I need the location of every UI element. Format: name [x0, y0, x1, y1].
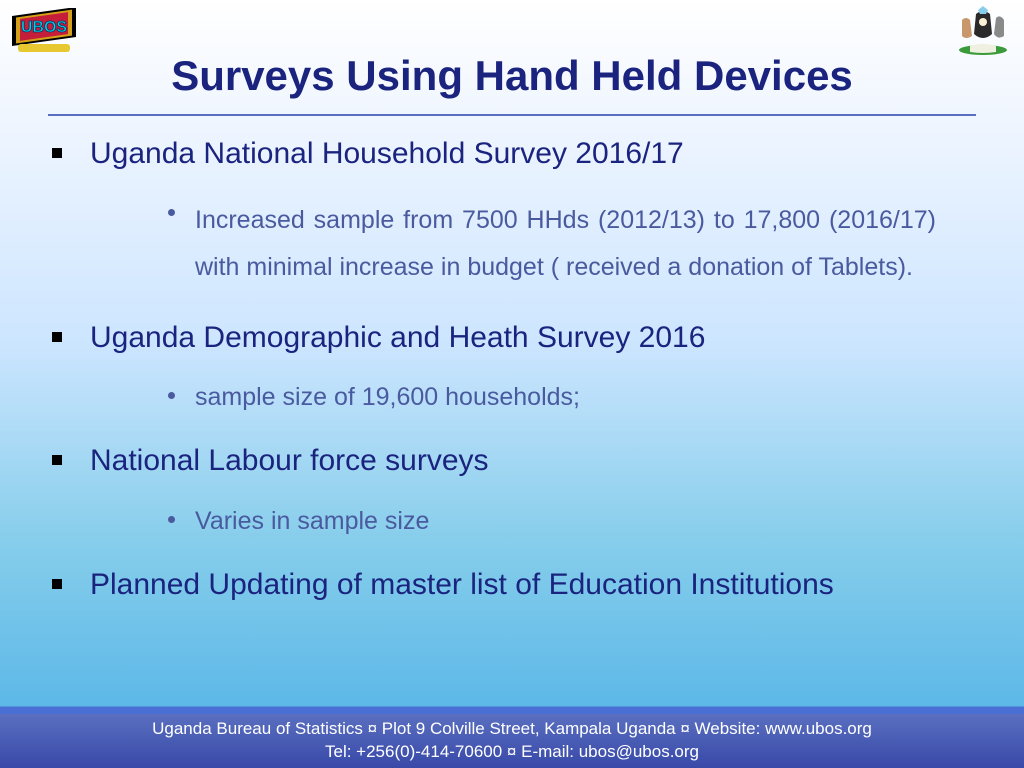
dot-bullet-icon	[168, 209, 175, 216]
list-item: Planned Updating of master list of Educa…	[48, 565, 976, 606]
footer-bar: Uganda Bureau of Statistics ¤ Plot 9 Col…	[0, 714, 1024, 768]
sub-list-item: Increased sample from 7500 HHds (2012/13…	[168, 197, 936, 292]
item-label: Uganda Demographic and Heath Survey 2016	[90, 318, 705, 359]
square-bullet-icon	[52, 148, 62, 158]
ubos-logo: UBOS	[12, 8, 76, 54]
item-label: Uganda National Household Survey 2016/17	[90, 134, 684, 175]
sub-list-item: Varies in sample size	[168, 504, 936, 539]
dot-bullet-icon	[168, 516, 175, 523]
svg-text:UBOS: UBOS	[21, 19, 68, 36]
square-bullet-icon	[52, 455, 62, 465]
dot-bullet-icon	[168, 392, 175, 399]
content-area: Uganda National Household Survey 2016/17…	[0, 116, 1024, 605]
sub-item-label: Varies in sample size	[195, 504, 429, 539]
square-bullet-icon	[52, 332, 62, 342]
sub-list-item: sample size of 19,600 households;	[168, 380, 936, 415]
sub-item-label: sample size of 19,600 households;	[195, 380, 580, 415]
list-item: National Labour force surveys	[48, 441, 976, 482]
slide-title: Surveys Using Hand Held Devices	[0, 0, 1024, 100]
list-item: Uganda National Household Survey 2016/17	[48, 134, 976, 175]
list-item: Uganda Demographic and Heath Survey 2016	[48, 318, 976, 359]
square-bullet-icon	[52, 579, 62, 589]
sub-item-label: Increased sample from 7500 HHds (2012/13…	[195, 197, 936, 292]
item-label: National Labour force surveys	[90, 441, 489, 482]
coat-of-arms-icon	[954, 6, 1012, 56]
footer-line-2: Tel: +256(0)-414-70600 ¤ E-mail: ubos@ub…	[325, 741, 699, 764]
item-label: Planned Updating of master list of Educa…	[90, 565, 834, 606]
footer-line-1: Uganda Bureau of Statistics ¤ Plot 9 Col…	[152, 718, 872, 741]
